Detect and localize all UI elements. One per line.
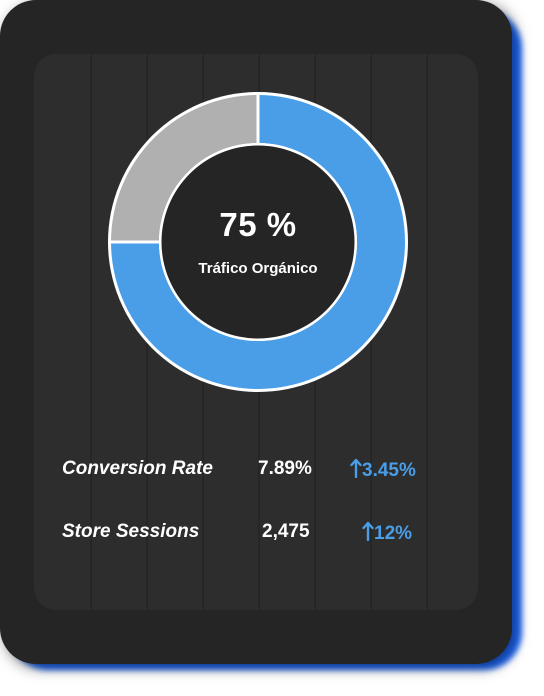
arrow-up-icon [362,521,374,542]
metric-change-text: 3.45% [362,460,416,481]
donut-chart [108,92,408,392]
metrics-card: 75 % Tráfico Orgánico Conversion Rate 7.… [0,0,512,664]
donut-remainder-segment [111,95,258,242]
metric-change-store-sessions: 12% [362,521,412,545]
metric-change-text: 12% [374,523,413,544]
metric-value-conversion-rate: 7.89% [258,458,312,479]
donut-label: Tráfico Orgánico [198,260,318,277]
metric-label-conversion-rate: Conversion Rate [62,458,213,479]
donut-value-segment [111,95,405,389]
donut-percentage: 75 % [219,206,297,243]
arrow-up-icon [350,458,362,479]
metric-change-conversion-rate: 3.45% [350,458,416,482]
metric-label-store-sessions: Store Sessions [62,521,200,542]
donut-hole [161,145,355,339]
panel-stripe [90,54,92,610]
panel-stripe [426,54,428,610]
metric-value-store-sessions: 2,475 [262,521,310,542]
